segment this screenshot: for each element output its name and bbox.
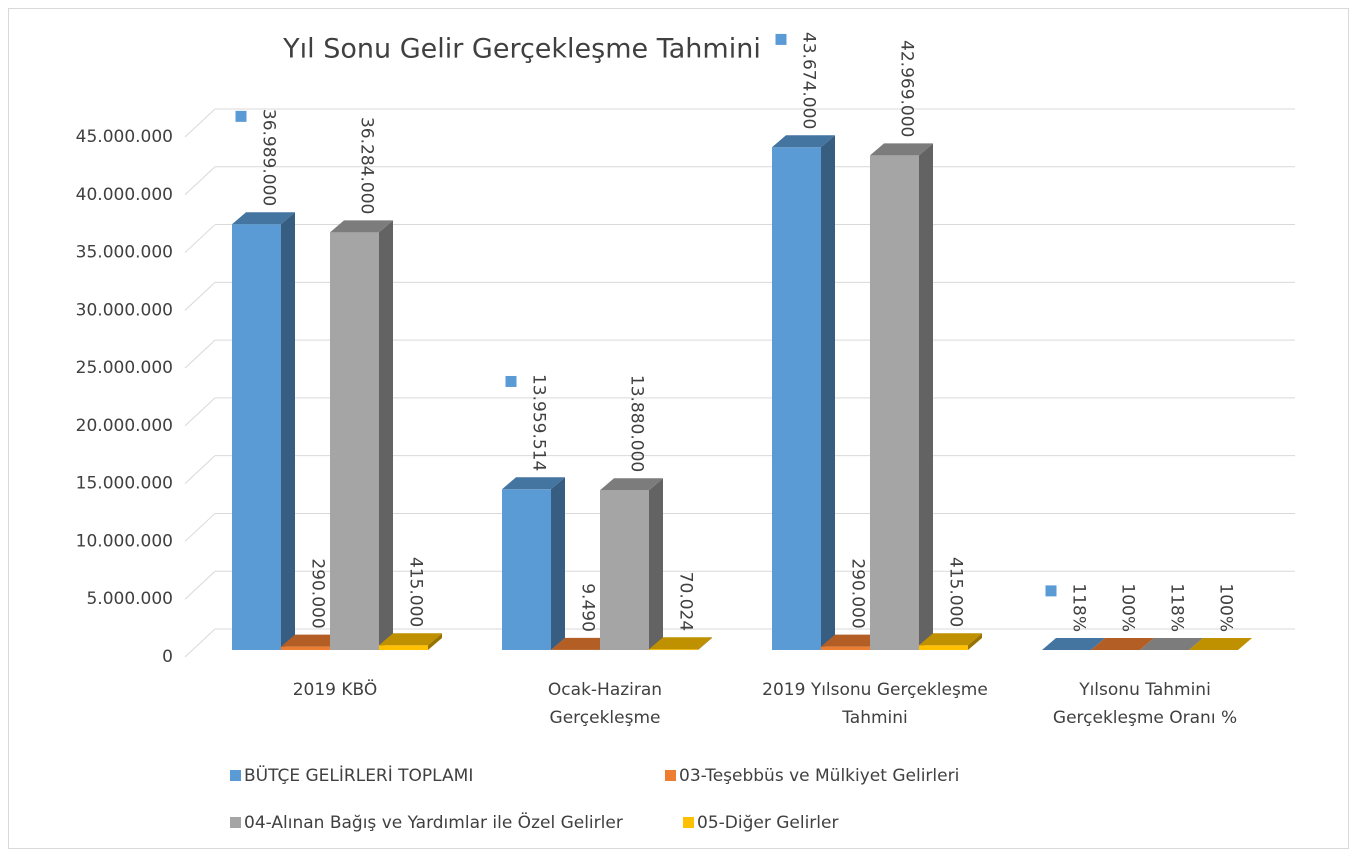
data-label: 13.880.000: [627, 375, 647, 472]
bar-top: [232, 212, 295, 225]
bar-top: [870, 143, 933, 156]
legend-swatch: [230, 817, 241, 828]
x-tick-label: Ocak-Haziran Gerçekleşme: [547, 680, 663, 728]
bar-side: [281, 212, 295, 650]
data-label: 100%: [1216, 583, 1236, 632]
y-tick-label: 5.000.000: [86, 589, 173, 609]
grid-line-side: [184, 108, 216, 138]
y-tick-label: 35.000.000: [76, 243, 173, 263]
data-label: 118%: [1069, 583, 1089, 632]
legend-label: 04-Alınan Bağış ve Yardımlar ile Özel Ge…: [244, 811, 623, 833]
bar-top: [821, 634, 884, 647]
data-label: 36.284.000: [357, 117, 377, 214]
data-label-key: [1045, 585, 1057, 597]
bar: [502, 489, 551, 650]
x-tick-label: 2019 KBÖ: [292, 680, 378, 700]
grid-line-side: [184, 339, 216, 369]
bar-top: [1042, 637, 1105, 650]
bar-side: [551, 477, 565, 650]
bar-side: [649, 478, 663, 650]
bar-top: [919, 633, 982, 646]
chart-title: Yıl Sonu Gelir Gerçekleşme Tahmini: [282, 34, 761, 65]
bar-top: [600, 478, 663, 491]
bar-top: [1189, 637, 1252, 650]
bar: [821, 646, 870, 650]
data-label: 290.000: [308, 558, 328, 628]
y-tick-label: 10.000.000: [76, 531, 173, 551]
bar-side: [698, 637, 712, 650]
data-label: 290.000: [848, 558, 868, 628]
grid-line-side: [184, 224, 216, 253]
bar-side: [379, 220, 393, 650]
data-label: 70.024: [676, 572, 696, 631]
data-label: 13.959.514: [529, 374, 549, 471]
x-tick-label: 2019 Yılsonu Gerçekleşme Tahmini: [762, 680, 988, 728]
bar: [600, 490, 649, 650]
bar-top: [1140, 637, 1203, 650]
data-label: 415.000: [406, 557, 426, 627]
data-label: 36.989.000: [259, 109, 279, 206]
grid-line-side: [184, 166, 216, 196]
grid-line-side: [184, 513, 216, 542]
bar: [649, 649, 698, 650]
data-label: 42.969.000: [897, 40, 917, 137]
grid-line-side: [184, 628, 216, 658]
x-tick-label: Yılsonu Tahmini Gerçekleşme Oranı %: [1052, 680, 1238, 728]
bar-top: [551, 637, 614, 650]
y-tick-label: 40.000.000: [76, 185, 173, 205]
bar-top: [772, 135, 835, 148]
grid-line-side: [184, 455, 216, 485]
bar-top: [502, 477, 565, 490]
legend-label: 05-Diğer Gelirler: [697, 813, 838, 833]
y-tick-label: 30.000.000: [76, 300, 173, 320]
data-label: 100%: [1118, 583, 1138, 632]
y-tick-label: 15.000.000: [76, 474, 173, 494]
data-label: 43.674.000: [799, 32, 819, 129]
data-label: 415.000: [946, 557, 966, 627]
y-tick-label: 25.000.000: [76, 358, 173, 378]
grid-line-side: [184, 397, 216, 427]
bar: [232, 224, 281, 650]
bar: [772, 147, 821, 650]
bar-side: [919, 143, 933, 650]
bar-top: [330, 220, 393, 233]
bar-side: [821, 135, 835, 650]
legend-swatch: [683, 817, 694, 828]
bar-top: [379, 633, 442, 646]
legend-swatch: [665, 770, 676, 781]
bar: [919, 645, 968, 650]
bar: [330, 232, 379, 650]
grid-line-side: [184, 570, 216, 600]
bar: [870, 155, 919, 650]
y-tick-label: 45.000.000: [76, 127, 173, 147]
data-label: 9.490: [578, 583, 598, 632]
chart-border: [8, 8, 1349, 849]
legend-label: BÜTÇE GELİRLERİ TOPLAMI: [244, 764, 473, 786]
data-label-key: [505, 375, 517, 387]
grid-line-side: [184, 281, 216, 311]
bar: [379, 645, 428, 650]
data-label-key: [775, 33, 787, 45]
data-label: 118%: [1167, 583, 1187, 632]
bar-side: [428, 633, 442, 650]
legend-swatch: [230, 770, 241, 781]
bar-side: [968, 633, 982, 650]
data-label-key: [235, 110, 247, 122]
legend-label: 03-Teşebbüs ve Mülkiyet Gelirleri: [679, 766, 959, 786]
bar-top: [281, 634, 344, 647]
bar-top: [649, 637, 712, 650]
bar-top: [1091, 637, 1154, 650]
bar: [281, 646, 330, 650]
y-tick-label: 0: [162, 647, 173, 667]
y-tick-label: 20.000.000: [76, 416, 173, 436]
bar-side: [1238, 637, 1252, 650]
